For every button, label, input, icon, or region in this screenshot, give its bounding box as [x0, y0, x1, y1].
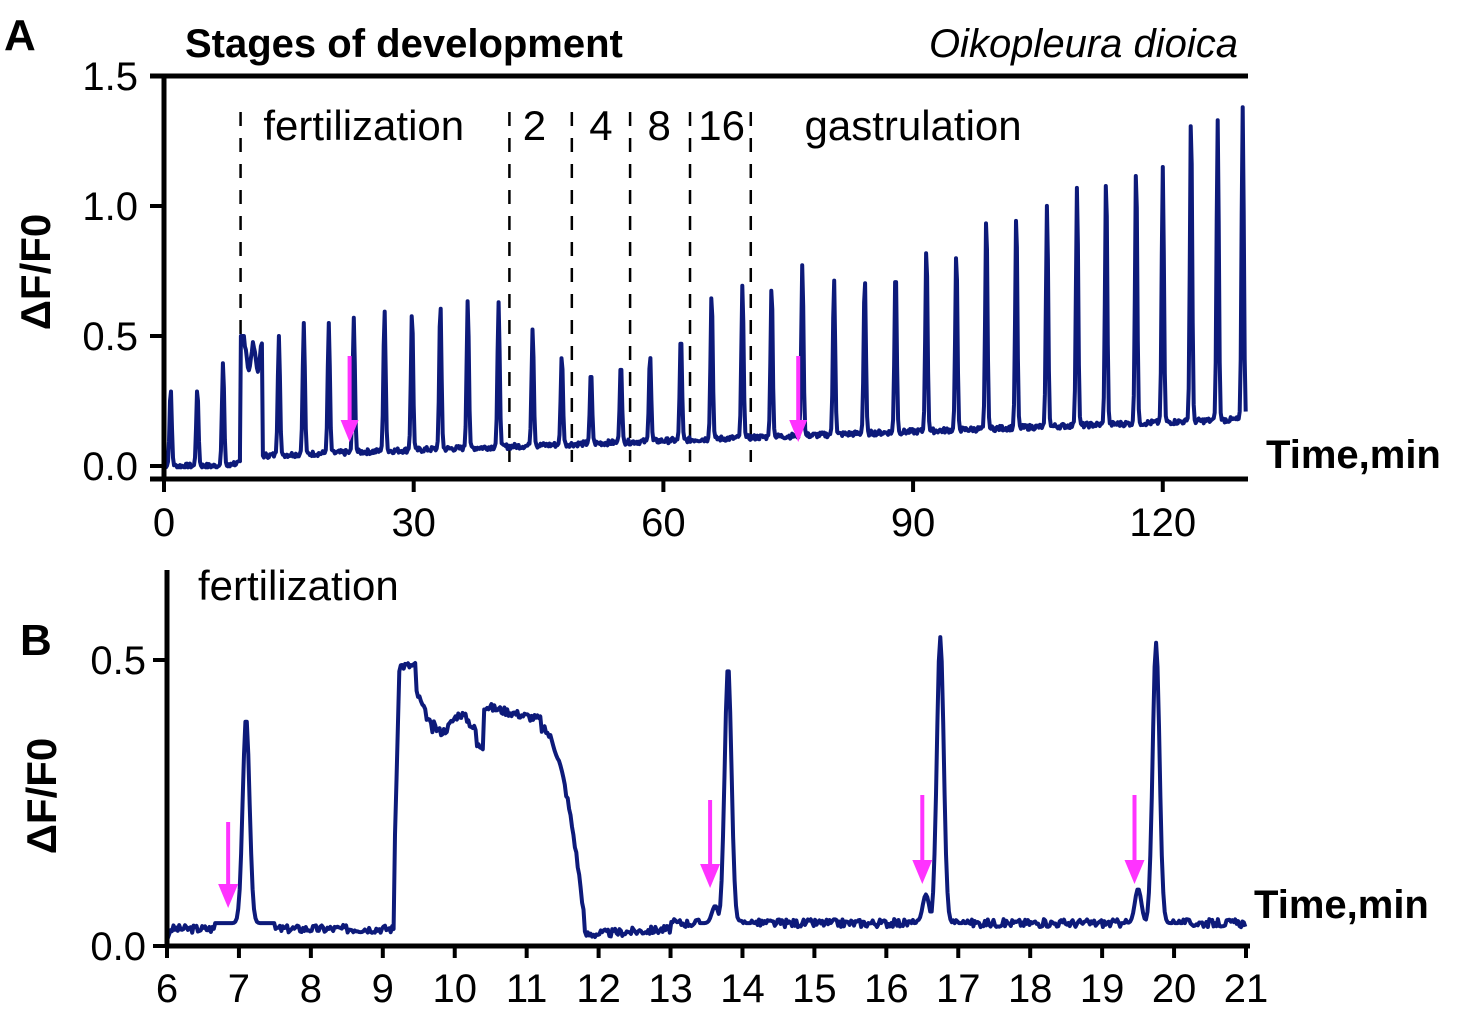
panel-b-x-tick-label: 15 [792, 967, 837, 1011]
panel-b-x-tick-label: 10 [432, 967, 477, 1011]
panel-b-x-tick-label: 6 [156, 967, 178, 1011]
panel-b-x-tick-label: 19 [1080, 967, 1125, 1011]
panel-b-x-tick-label: 17 [936, 967, 981, 1011]
stage-label: 16 [698, 102, 745, 149]
panel-a-y-ticks: 0.0 0.5 1.0 1.5 [82, 55, 164, 489]
magenta-arrow-head [912, 860, 933, 884]
stage-label: fertilization [263, 102, 464, 149]
panel-b-x-tick-label: 13 [648, 967, 693, 1011]
panel-a-x-ticks: 0 30 60 90 120 [153, 479, 1196, 545]
panel-b-x-tick-label: 20 [1152, 967, 1197, 1011]
panel-a-y-tick-label: 0.5 [82, 315, 138, 359]
panel-b-x-ticks: 6 7 8 9 10 11 12 13 14 15 16 17 18 19 20 21 [156, 946, 1268, 1011]
panel-b-x-tick-label: 11 [506, 967, 548, 1011]
panel-a-y-tick-label: 0.0 [82, 445, 138, 489]
panel-b-x-tick-label: 18 [1008, 967, 1053, 1011]
panel-a-title: Stages of development [185, 22, 623, 66]
stage-label: 2 [523, 102, 546, 149]
panel-b-x-tick-label: 7 [228, 967, 250, 1011]
panel-a-x-label: Time,min [1266, 433, 1441, 477]
panel-a-x-tick-label: 60 [641, 501, 686, 545]
panel-b-y-tick-label: 0.0 [90, 925, 146, 969]
panel-b-x-tick-label: 8 [300, 967, 322, 1011]
panel-a-y-label: ΔF/F0 [12, 214, 59, 331]
stage-label: gastrulation [805, 102, 1022, 149]
panel-b-y-ticks: 0.0 0.5 [90, 639, 167, 969]
panel-a-y-tick-label: 1.5 [82, 55, 138, 99]
panel-b-x-label: Time,min [1254, 883, 1429, 927]
panel-a-x-tick-label: 90 [891, 501, 936, 545]
panel-b: B fertilization 0.0 0.5 6 7 8 9 10 11 12 13 14 15 1… [18, 562, 1429, 1011]
panel-a-x-tick-label: 0 [153, 501, 175, 545]
stage-labels: fertilization 2 4 8 16 gastrulation [263, 102, 1021, 149]
panel-a-arrows [340, 356, 808, 442]
magenta-arrow-head [789, 420, 808, 442]
panel-b-y-label: ΔF/F0 [18, 738, 65, 855]
panel-a-x-tick-label: 120 [1129, 501, 1196, 545]
stage-label: 4 [589, 102, 612, 149]
magenta-arrow-head [700, 864, 721, 888]
panel-b-y-tick-label: 0.5 [90, 639, 146, 683]
panel-a-y-tick-label: 1.0 [82, 185, 138, 229]
magenta-arrow-head [340, 420, 359, 442]
panel-a-letter: A [4, 11, 36, 60]
panel-b-arrows [218, 795, 1145, 908]
panel-a-x-tick-label: 30 [391, 501, 436, 545]
panel-a-species: Oikopleura dioica [929, 22, 1238, 66]
panel-b-fertilization-label: fertilization [198, 562, 399, 609]
panel-b-trace [165, 635, 1248, 941]
panel-b-x-tick-label: 12 [576, 967, 621, 1011]
stage-label: 8 [648, 102, 671, 149]
panel-a-trace [163, 105, 1248, 470]
magenta-arrow-head [218, 884, 239, 908]
panel-b-x-tick-label: 16 [864, 967, 909, 1011]
panel-b-x-tick-label: 21 [1224, 967, 1269, 1011]
panel-b-x-tick-label: 14 [720, 967, 765, 1011]
panel-b-letter: B [20, 616, 52, 665]
panel-b-x-tick-label: 9 [372, 967, 394, 1011]
magenta-arrow-head [1124, 860, 1145, 884]
panel-a: A Stages of development Oikopleura dioic… [4, 11, 1441, 545]
